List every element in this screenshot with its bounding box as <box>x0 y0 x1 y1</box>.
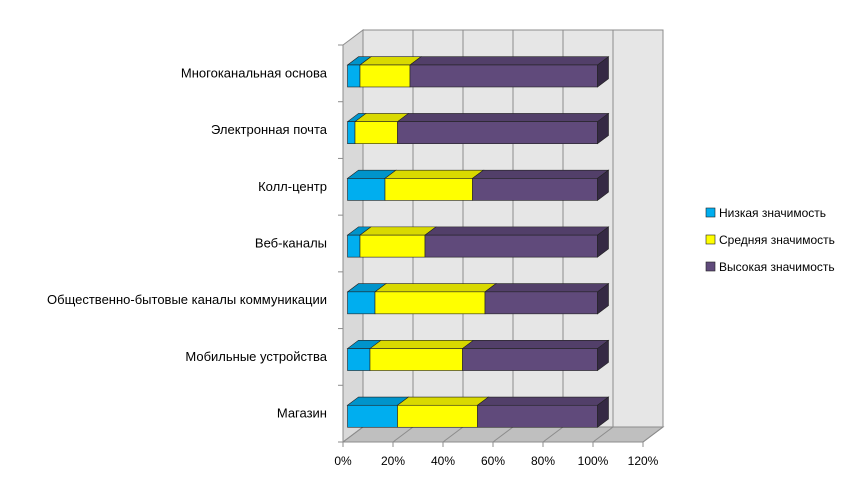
x-tick-label: 100% <box>578 454 609 468</box>
bar-top <box>384 169 485 179</box>
bar-top <box>471 169 610 179</box>
floor-gridline <box>342 426 364 443</box>
category-label: Мобильные устройства <box>185 349 327 364</box>
bar <box>424 234 598 258</box>
legend-label: Средняя значимость <box>719 233 835 247</box>
bar <box>472 178 598 201</box>
category-label: Магазин <box>277 406 327 421</box>
bar <box>347 404 398 428</box>
bar <box>374 291 486 315</box>
bar-top <box>396 396 490 406</box>
bar-top <box>359 226 437 236</box>
bar-top <box>369 340 475 349</box>
floor-gridline <box>642 426 664 443</box>
x-tick-label: 80% <box>531 454 555 468</box>
bar-top <box>396 113 610 122</box>
bar-side <box>597 282 609 315</box>
bar <box>347 64 361 88</box>
bar <box>477 404 598 428</box>
floor-gridline <box>442 426 464 443</box>
legend-label: Низкая значимость <box>719 206 826 220</box>
bar-side <box>597 339 609 372</box>
bar <box>409 64 598 88</box>
bar-top <box>476 396 610 406</box>
legend-swatch <box>705 234 716 245</box>
bar <box>397 121 598 144</box>
legend-label: Высокая значимость <box>719 260 835 274</box>
bar-side <box>597 226 609 258</box>
bar <box>462 348 598 371</box>
bar-side <box>597 56 609 88</box>
category-label: Общественно-бытовые каналы коммуникации <box>47 292 327 307</box>
bar <box>347 121 356 144</box>
bar <box>384 178 473 201</box>
floor-gridline <box>392 426 414 443</box>
category-label: Многоканальная основа <box>181 65 328 80</box>
bar <box>397 404 478 428</box>
bar <box>347 348 371 371</box>
bar <box>359 64 411 88</box>
floor-gridline <box>542 426 564 443</box>
bar <box>354 121 398 144</box>
bar-side <box>597 169 609 202</box>
x-tick-label: 0% <box>334 454 352 468</box>
bar-top <box>374 283 497 293</box>
bar-top <box>424 226 610 236</box>
category-label: Веб-каналы <box>255 236 327 251</box>
category-label: Колл-центр <box>258 179 327 194</box>
x-tick-label: 20% <box>381 454 405 468</box>
x-tick-label: 120% <box>628 454 659 468</box>
bar <box>359 234 426 258</box>
bar <box>347 234 361 258</box>
bar-top <box>409 56 610 66</box>
x-tick-label: 40% <box>431 454 455 468</box>
legend-swatch <box>705 207 716 218</box>
bar <box>484 291 598 315</box>
legend-swatch <box>705 261 716 272</box>
bar-side <box>597 112 609 145</box>
floor-gridline <box>592 426 614 443</box>
bar <box>369 348 463 371</box>
bar-top <box>484 283 610 293</box>
bar <box>347 178 386 201</box>
x-tick-label: 60% <box>481 454 505 468</box>
bar-top <box>461 340 610 349</box>
floor-gridline <box>492 426 514 443</box>
bar-side <box>597 396 609 428</box>
bar <box>347 291 376 315</box>
category-label: Электронная почта <box>211 122 328 137</box>
